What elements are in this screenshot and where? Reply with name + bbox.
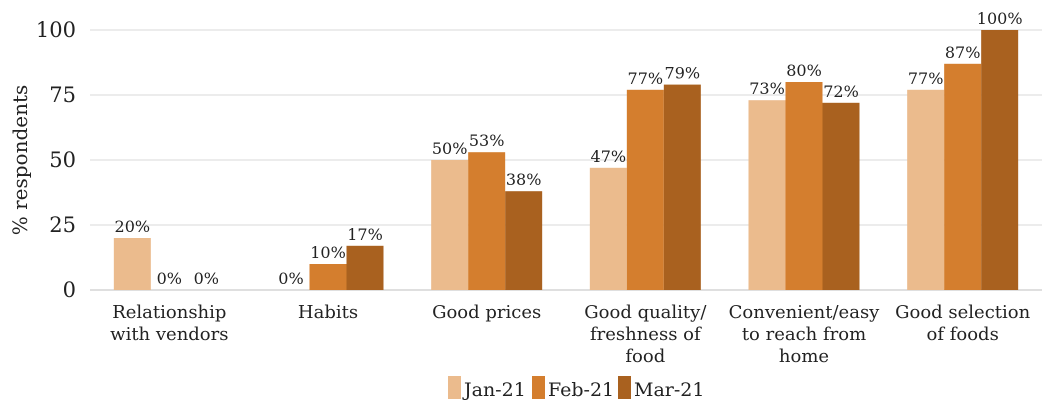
legend-swatch-jan-21 — [448, 376, 461, 399]
y-tick-label: 0 — [63, 278, 76, 302]
legend-label: Jan-21 — [462, 379, 526, 401]
x-axis-categories: Relationship with vendors Habits Good price… — [110, 302, 1030, 367]
data-label: 80% — [786, 61, 822, 80]
data-label: 0% — [157, 269, 182, 288]
x-category-label: Good prices — [432, 302, 541, 323]
x-category-line: Relationship — [112, 302, 226, 323]
data-label: 87% — [945, 43, 981, 62]
bar-mar-21-1 — [346, 245, 384, 290]
bars — [113, 30, 1019, 290]
bar-jan-21-3 — [589, 167, 627, 290]
x-category-label: Habits — [298, 302, 358, 323]
data-labels: 20% 0% 50% 47% 73% 77% 0% 10% 53% 77% 80% 87% 0% 17% 3… — [115, 9, 1023, 288]
data-label: 77% — [628, 69, 664, 88]
bar-mar-21-5 — [981, 30, 1019, 290]
bar-feb-21-2 — [468, 152, 506, 290]
x-category-label: Good selection of foods — [895, 302, 1031, 345]
x-category-line: food — [625, 346, 665, 367]
bar-feb-21-4 — [785, 82, 823, 290]
data-label: 0% — [194, 269, 219, 288]
bar-feb-21-1 — [309, 264, 347, 290]
x-category-line: Habits — [298, 302, 358, 323]
bar-jan-21-5 — [907, 89, 945, 290]
data-label: 72% — [823, 82, 859, 101]
bar-jan-21-2 — [431, 160, 469, 290]
x-category-label: Convenient/easy to reach from home — [729, 302, 881, 367]
legend-label: Mar-21 — [634, 379, 704, 401]
x-category-line: Good prices — [432, 302, 541, 323]
legend-swatch-feb-21 — [532, 376, 545, 399]
gridlines — [90, 29, 1042, 291]
bar-jan-21-4 — [748, 100, 786, 290]
x-category-line: with vendors — [110, 324, 228, 345]
data-label: 47% — [591, 147, 627, 166]
x-category-label: Relationship with vendors — [110, 302, 228, 345]
data-label: 77% — [908, 69, 944, 88]
y-tick-label: 25 — [49, 213, 76, 237]
x-category-line: freshness of — [590, 324, 702, 345]
x-category-line: to reach from — [742, 324, 866, 345]
data-label: 10% — [310, 243, 346, 262]
y-tick-label: 75 — [49, 83, 76, 107]
legend: Jan-21 Feb-21 Mar-21 — [448, 376, 704, 401]
data-label: 0% — [278, 269, 303, 288]
bar-jan-21-0 — [113, 238, 151, 290]
legend-swatch-mar-21 — [618, 376, 631, 399]
legend-label: Feb-21 — [548, 379, 614, 401]
y-axis-title: % respondents — [8, 85, 32, 236]
x-category-line: Convenient/easy — [729, 302, 881, 323]
data-label: 100% — [977, 9, 1023, 28]
bar-mar-21-4 — [822, 102, 860, 290]
y-tick-label: 100 — [36, 18, 76, 42]
x-category-line: home — [779, 346, 829, 367]
data-label: 79% — [665, 64, 701, 83]
x-category-line: Good quality/ — [584, 302, 707, 323]
bar-mar-21-2 — [505, 191, 543, 290]
data-label: 17% — [347, 225, 383, 244]
x-category-line: of foods — [927, 324, 999, 345]
bar-feb-21-5 — [944, 63, 982, 290]
data-label: 38% — [506, 170, 542, 189]
y-tick-label: 50 — [49, 148, 76, 172]
x-category-label: Good quality/freshness of food — [584, 302, 707, 367]
y-axis-ticks: 0 25 50 75 100 — [36, 18, 76, 302]
data-label: 20% — [115, 217, 151, 236]
data-label: 53% — [469, 131, 505, 150]
data-label: 73% — [749, 79, 785, 98]
bar-feb-21-3 — [626, 89, 664, 290]
x-category-line: Good selection — [895, 302, 1031, 323]
data-label: 50% — [432, 139, 468, 158]
bar-mar-21-3 — [663, 84, 701, 290]
